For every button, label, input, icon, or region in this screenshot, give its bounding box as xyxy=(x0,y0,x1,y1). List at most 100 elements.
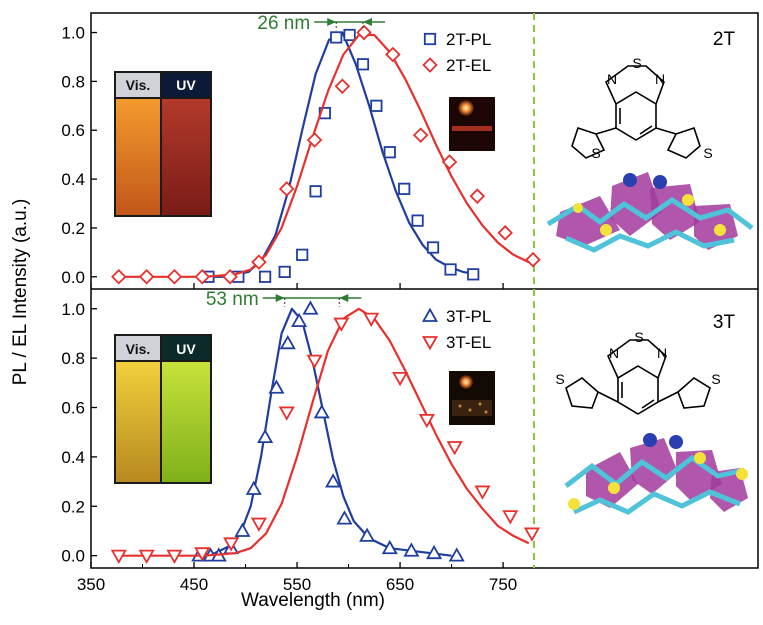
y-tick-label: 0.6 xyxy=(61,399,85,418)
legend-label-3t-pl: 3T-PL xyxy=(446,307,491,326)
data-point-3t-el xyxy=(446,441,463,456)
data-point-2t-el xyxy=(385,46,401,63)
figure-frame xyxy=(90,12,759,569)
structure-atoms-2t: N S N S S xyxy=(591,55,712,161)
svg-text:N: N xyxy=(609,345,619,361)
molecular-render-2t xyxy=(546,172,754,253)
device-photo-2t xyxy=(449,97,495,151)
x-axis: 350 450 550 650 750 xyxy=(77,283,517,594)
legend-label-3t-el: 3T-EL xyxy=(446,333,491,352)
data-point-2t-pl xyxy=(296,248,309,261)
y-tick-label: 0.6 xyxy=(61,121,85,140)
peak-separation-label: 53 nm xyxy=(206,289,259,310)
data-point-2t-el xyxy=(412,127,429,143)
data-point-2t-pl xyxy=(398,182,411,195)
data-point-3t-el xyxy=(138,549,155,564)
spectrum-panel-3t: 0.0 0.2 0.4 0.6 0.8 1.0 3T-PL 3T-EL 53 nm xyxy=(61,289,540,566)
peak-separation-label: 26 nm xyxy=(257,13,310,34)
data-point-3t-el xyxy=(250,517,267,532)
data-point-2t-pl xyxy=(330,31,343,44)
x-tick-label: 550 xyxy=(283,575,311,594)
data-point-3t-el xyxy=(333,317,350,332)
data-point-3t-pl xyxy=(381,539,398,555)
data-point-2t-el xyxy=(222,269,238,285)
peak-separation-arrow xyxy=(314,18,385,31)
data-point-3t-el xyxy=(418,413,435,429)
data-point-3t-el xyxy=(474,485,491,500)
legend-label-2t-pl: 2T-PL xyxy=(446,30,491,49)
data-point-2t-el xyxy=(441,154,458,170)
data-point-2t-pl xyxy=(444,263,457,276)
svg-text:S: S xyxy=(703,145,712,161)
x-axis-label: Wavelength (nm) xyxy=(241,590,385,611)
y-tick-label: 0.2 xyxy=(61,219,85,238)
data-point-2t-pl xyxy=(467,268,480,281)
data-point-2t-pl xyxy=(343,28,356,42)
peak-separation-arrow xyxy=(262,294,362,307)
data-point-2t-el xyxy=(166,269,183,285)
data-point-3t-pl xyxy=(448,547,465,562)
data-point-3t-pl xyxy=(325,473,342,488)
data-point-2t-el xyxy=(497,225,513,241)
legend-marker-3t-pl xyxy=(421,307,439,322)
data-point-2t-pl xyxy=(278,265,291,279)
data-point-3t-el xyxy=(363,312,380,327)
series-line-3t-pl xyxy=(199,307,452,557)
compound-label-2t: 2T xyxy=(713,29,736,50)
y-tick-label: 1.0 xyxy=(61,24,85,43)
data-point-3t-pl xyxy=(291,312,308,327)
data-point-2t-el xyxy=(278,181,295,197)
data-point-3t-el xyxy=(110,549,127,564)
series-line-2t-pl xyxy=(208,31,477,278)
data-point-3t-pl xyxy=(234,522,251,537)
y-tick-label: 1.0 xyxy=(61,300,85,319)
y-tick-label: 0.0 xyxy=(61,268,85,287)
svg-text:N: N xyxy=(655,71,665,87)
data-point-2t-pl xyxy=(383,146,396,159)
data-point-3t-el xyxy=(306,354,323,369)
svg-text:S: S xyxy=(555,371,564,387)
data-point-3t-pl xyxy=(245,480,262,495)
data-point-3t-pl xyxy=(359,527,376,542)
data-point-2t-el xyxy=(111,269,127,285)
svg-text:S: S xyxy=(632,55,641,71)
data-point-3t-pl xyxy=(403,542,420,557)
y-axis-label: PL / EL Intensity (a.u.) xyxy=(10,199,31,386)
x-tick-label: 450 xyxy=(180,575,208,594)
y-tick-label: 0.2 xyxy=(61,497,85,516)
vial-photo-2t: Vis. UV xyxy=(114,71,212,217)
data-point-2t-el xyxy=(306,132,323,148)
data-point-2t-pl xyxy=(426,241,440,254)
vial-label-uv-2t: UV xyxy=(176,77,196,93)
structure-atoms-3t: N S N S S xyxy=(555,329,720,387)
svg-text:N: N xyxy=(657,345,667,361)
series-line-3t-el xyxy=(118,307,530,557)
x-tick-label: 350 xyxy=(77,575,105,594)
svg-text:S: S xyxy=(711,371,720,387)
data-point-2t-el xyxy=(251,254,267,270)
x-tick-label: 650 xyxy=(386,575,414,594)
data-point-3t-pl xyxy=(302,300,319,315)
compound-label-3t: 3T xyxy=(713,312,736,333)
vial-photo-3t: Vis. UV xyxy=(114,334,212,484)
x-tick-label: 750 xyxy=(489,575,517,594)
legend-marker-2t-el xyxy=(422,57,438,73)
y-tick-label: 0.4 xyxy=(61,448,85,467)
y-tick-label: 0.0 xyxy=(61,547,85,566)
vial-label-vis-3t: Vis. xyxy=(126,341,151,357)
y-tick-label: 0.8 xyxy=(61,349,85,368)
data-point-2t-el xyxy=(525,251,541,268)
svg-text:S: S xyxy=(634,329,643,345)
data-point-3t-pl xyxy=(426,544,443,560)
vial-label-vis-2t: Vis. xyxy=(126,77,151,93)
data-point-3t-el xyxy=(223,537,240,552)
data-point-3t-pl xyxy=(279,334,296,350)
spectrum-panel-2t: 0.0 0.2 0.4 0.6 0.8 1.0 2T-PL 2T-EL 26 nm xyxy=(61,13,541,287)
y-tick-label: 0.8 xyxy=(61,72,85,91)
device-photo-3t xyxy=(449,371,495,425)
vial-label-uv-3t: UV xyxy=(176,341,196,357)
data-point-3t-pl xyxy=(257,428,274,444)
svg-text:S: S xyxy=(591,145,600,161)
data-point-2t-el xyxy=(194,269,211,285)
